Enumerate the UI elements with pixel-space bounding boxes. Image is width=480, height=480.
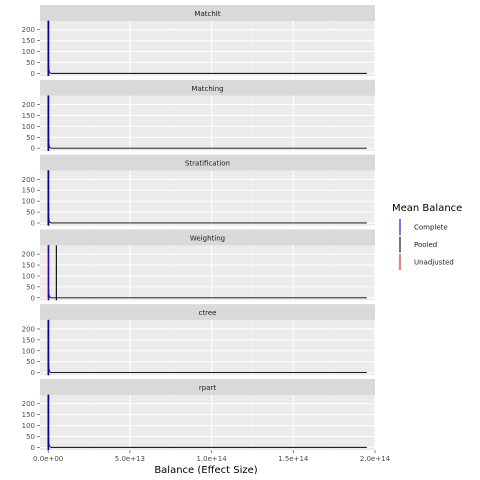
y-tick-label: 0 — [31, 145, 35, 153]
y-tick-label: 100 — [22, 48, 35, 56]
y-tick-label: 200 — [22, 251, 35, 259]
y-tick-label: 200 — [22, 176, 35, 184]
facet-strip — [40, 379, 375, 395]
legend-title: Mean Balance — [392, 203, 462, 214]
y-tick-label: 150 — [22, 262, 35, 270]
y-tick-label: 200 — [22, 325, 35, 333]
x-tick-label: 0.0e+00 — [33, 455, 63, 463]
facet-strip — [40, 5, 375, 21]
facet-strip-label: Stratification — [185, 160, 230, 168]
facet-panel: Stratification 0 50 100 150 200 — [22, 154, 376, 227]
facet-strip-label: Weighting — [190, 234, 225, 242]
y-tick-label: 200 — [22, 26, 35, 34]
y-tick-label: 200 — [22, 101, 35, 109]
facet-strip-label: Matching — [191, 85, 223, 93]
y-tick-label: 0 — [31, 294, 35, 302]
facet-panel: rpart 0 50 100 150 200 — [22, 379, 376, 452]
facet-strip-label: ctree — [199, 309, 217, 317]
facet-panel: ctree 0 50 100 150 200 — [22, 304, 376, 377]
facet-panels: MatchIt050100150200Matching050100150200S… — [22, 5, 376, 452]
facet-strip — [40, 154, 375, 171]
legend-label-unadjusted: Unadjusted — [414, 259, 454, 267]
y-tick-label: 50 — [26, 433, 35, 441]
y-tick-label: 150 — [22, 411, 35, 419]
y-tick-label: 150 — [22, 112, 35, 120]
facet-strip-label: rpart — [199, 384, 216, 392]
y-tick-label: 200 — [22, 400, 35, 408]
x-tick-label: 2.0e+14 — [360, 455, 391, 463]
x-tick-label: 1.0e+14 — [196, 455, 227, 463]
y-tick-label: 50 — [26, 134, 35, 142]
legend-label-pooled: Pooled — [414, 241, 437, 249]
y-tick-label: 150 — [22, 37, 35, 45]
y-tick-label: 0 — [31, 444, 35, 452]
y-tick-label: 100 — [22, 272, 35, 280]
y-tick-label: 100 — [22, 347, 35, 355]
y-tick-label: 100 — [22, 123, 35, 131]
legend-label-complete: Complete — [414, 224, 448, 232]
facet-panel: Weighting 0 50 100 150 200 — [22, 229, 376, 302]
y-tick-label: 100 — [22, 198, 35, 206]
x-axis: 0.0e+00 5.0e+13 1.0e+14 1.5e+14 2.0e+14 — [33, 450, 391, 463]
x-tick-label: 1.5e+14 — [278, 455, 309, 463]
legend: Mean Balance Complete Pooled Unadjusted — [392, 203, 462, 271]
facet-strip — [40, 229, 375, 246]
y-tick-label: 150 — [22, 187, 35, 195]
facet-strip — [40, 79, 375, 96]
facet-strip — [40, 304, 375, 321]
y-tick-label: 100 — [22, 422, 35, 430]
facet-panel: MatchIt 0 50 100 150 200 — [22, 5, 376, 78]
y-tick-label: 50 — [26, 283, 35, 291]
facet-panel: Matching 0 50 100 150 200 — [22, 79, 376, 153]
y-tick-label: 50 — [26, 209, 35, 217]
y-tick-label: 50 — [26, 59, 35, 67]
y-tick-label: 0 — [31, 70, 35, 78]
y-tick-label: 150 — [22, 336, 35, 344]
y-tick-label: 0 — [31, 219, 35, 227]
y-tick-label: 0 — [31, 369, 35, 377]
y-tick-label: 50 — [26, 358, 35, 366]
facet-strip-label: MatchIt — [194, 10, 220, 18]
x-tick-label: 5.0e+13 — [115, 455, 145, 463]
x-axis-title: Balance (Effect Size) — [154, 465, 257, 476]
